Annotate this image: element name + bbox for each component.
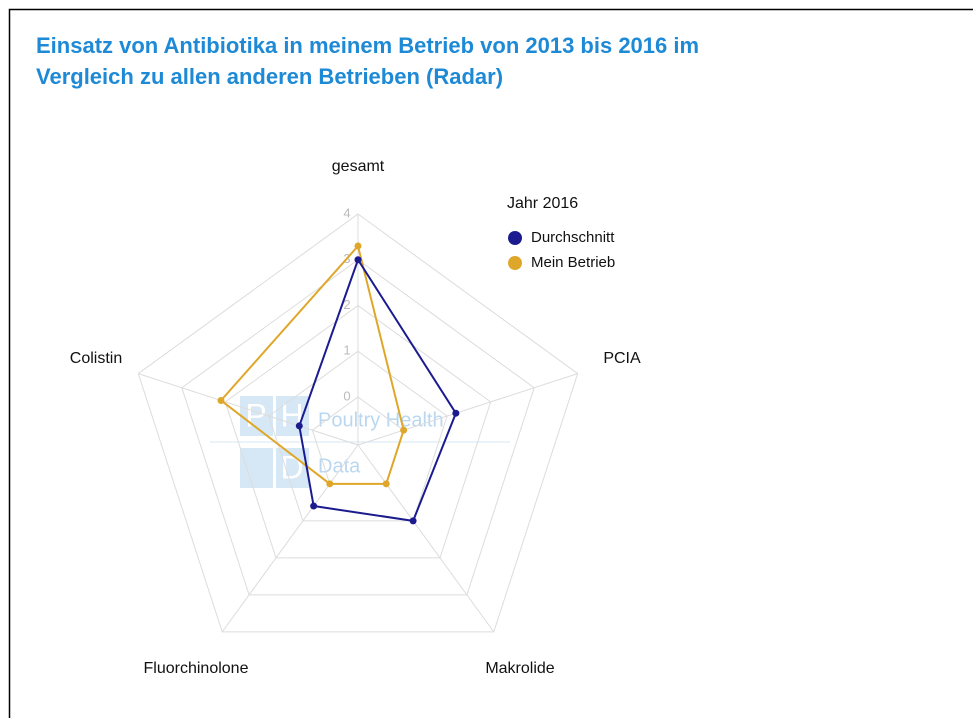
r-tick-label: 2 <box>343 297 350 312</box>
r-tick-label: 0 <box>343 388 350 403</box>
point <box>409 517 417 525</box>
point <box>382 480 390 488</box>
legend-marker <box>508 256 522 270</box>
point <box>326 480 334 488</box>
point <box>310 502 318 510</box>
watermark-text: Data <box>318 455 361 477</box>
legend-label: Durchschnitt <box>531 229 615 246</box>
axis-label: gesamt <box>332 158 385 175</box>
spoke <box>357 373 578 446</box>
point <box>354 242 362 250</box>
spoke <box>221 444 359 633</box>
grid-ring <box>137 213 579 633</box>
logo-box <box>240 448 273 488</box>
series-line <box>298 257 457 522</box>
axis-label: Makrolide <box>485 660 554 677</box>
grid <box>137 213 579 633</box>
point <box>354 256 362 264</box>
legend-label: Mein Betrieb <box>531 254 615 271</box>
spoke <box>357 444 495 633</box>
legend-marker <box>508 231 522 245</box>
point <box>400 426 408 434</box>
chart-title: Einsatz von Antibiotika in meinem Betrie… <box>36 33 699 58</box>
r-tick-label: 4 <box>343 205 350 220</box>
axis-label: Fluorchinolone <box>144 660 249 677</box>
grid-ring <box>181 259 535 596</box>
legend-title: Jahr 2016 <box>507 195 578 212</box>
point <box>452 409 460 417</box>
grid-ring <box>224 304 492 559</box>
point <box>217 396 225 404</box>
frame <box>8 8 973 718</box>
axis-label: Colistin <box>70 350 122 367</box>
spoke <box>138 373 359 446</box>
point <box>295 422 303 430</box>
watermark-text: Poultry Health <box>318 409 444 431</box>
r-tick-label: 1 <box>343 343 350 358</box>
grid-ring <box>268 350 448 522</box>
chart-title: Vergleich zu allen anderen Betrieben (Ra… <box>36 64 503 89</box>
series-line <box>219 243 405 485</box>
axis-label: PCIA <box>603 350 641 367</box>
